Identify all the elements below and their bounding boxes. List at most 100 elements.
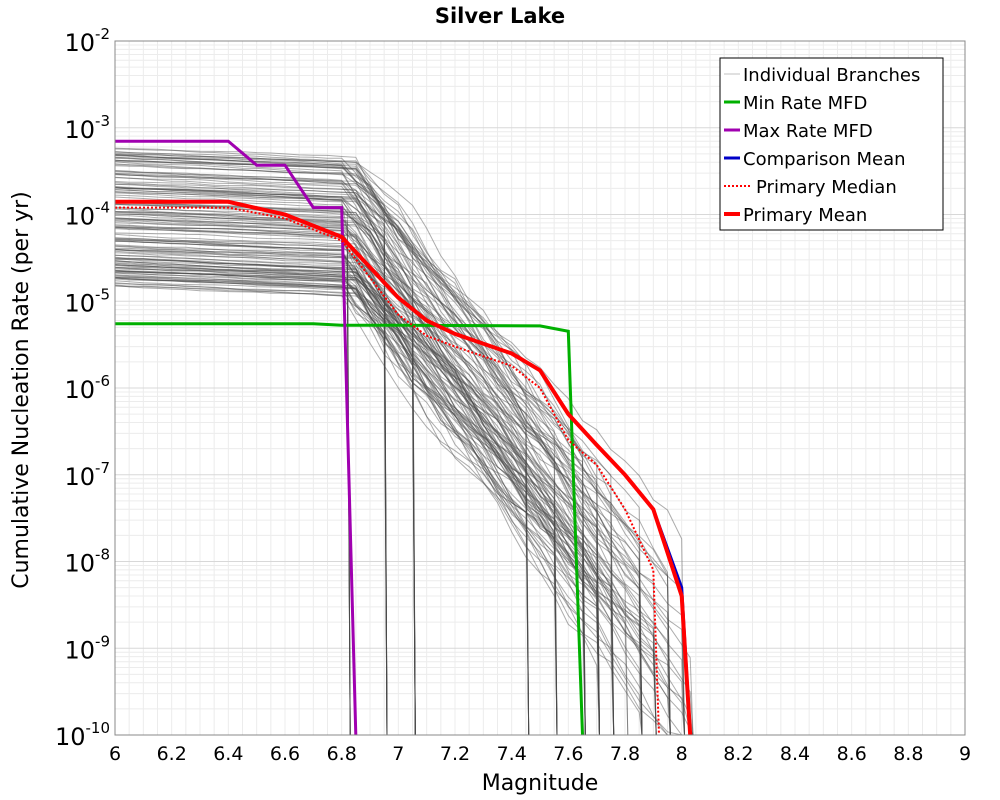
branch-line	[114, 262, 586, 736]
y-tick-label: 10-7	[64, 459, 110, 491]
x-tick-label: 6.4	[213, 743, 243, 765]
branch-line	[114, 239, 351, 736]
branch-line	[114, 260, 558, 736]
branch-line	[114, 211, 388, 736]
x-axis-label: Magnitude	[482, 771, 599, 796]
branch-line	[114, 194, 643, 736]
branch-line	[114, 233, 530, 736]
branch-line	[114, 170, 586, 736]
series-line-primary-mean	[115, 199, 693, 736]
legend-label: Primary Median	[756, 177, 897, 198]
branch-line	[114, 258, 685, 736]
branch-line	[114, 163, 558, 736]
branch-line	[114, 159, 388, 736]
x-tick-label: 8.2	[723, 743, 753, 765]
branch-line	[114, 153, 558, 736]
branch-line	[115, 270, 600, 736]
branch-line	[114, 270, 693, 736]
x-tick-label: 8	[676, 743, 688, 765]
branch-line	[114, 207, 600, 736]
y-tick-label: 10-8	[64, 546, 110, 578]
branch-line	[114, 159, 615, 736]
branch-line	[114, 277, 685, 736]
branch-line	[114, 186, 600, 736]
branch-line	[114, 151, 685, 736]
branch-line	[114, 276, 600, 736]
branch-line	[115, 255, 615, 736]
branch-line	[114, 183, 416, 736]
series-line-primary-median	[115, 206, 660, 736]
branch-line	[114, 252, 351, 736]
branch-line	[114, 173, 600, 736]
branch-line	[114, 156, 600, 736]
x-tick-label: 7.6	[553, 743, 583, 765]
branch-line	[114, 170, 671, 736]
branch-line	[114, 274, 643, 736]
x-tick-label: 6	[109, 743, 121, 765]
branch-line	[114, 182, 388, 736]
branch-line	[114, 226, 416, 736]
branch-line	[114, 206, 671, 736]
branch-line	[114, 154, 530, 736]
branch-line	[114, 264, 643, 736]
x-tick-label: 7.8	[610, 743, 640, 765]
branch-line	[114, 217, 530, 736]
branch-line	[114, 186, 615, 736]
y-tick-label: 10-6	[64, 372, 110, 404]
branch-line	[114, 191, 643, 736]
branch-line	[114, 258, 671, 736]
plot-frame	[114, 40, 966, 736]
x-tick-label: 8.6	[837, 743, 867, 765]
branch-line	[114, 266, 586, 736]
branch-line	[115, 211, 351, 736]
branch-line	[114, 272, 388, 736]
branch-line	[114, 285, 600, 736]
branch-line	[114, 238, 530, 736]
branch-line	[114, 283, 693, 736]
branch-line	[114, 248, 600, 736]
x-tick-label: 7.2	[440, 743, 470, 765]
branch-line	[114, 240, 685, 736]
branch-line	[114, 268, 600, 736]
branch-line	[114, 276, 388, 736]
branch-line	[114, 202, 643, 736]
legend-box	[719, 57, 944, 231]
branch-line	[114, 191, 388, 736]
branch-line	[114, 177, 600, 736]
branch-line	[114, 227, 600, 736]
branch-line	[114, 267, 586, 736]
series-line-min-rate-mfd	[115, 322, 584, 736]
y-axis-ticks: 10-10 10-9 10-8 10-7 10-6 10-5 10-4 10-3 10-2	[55, 25, 110, 751]
branch-line	[114, 249, 416, 736]
branch-line	[114, 187, 586, 736]
branch-line	[114, 217, 615, 736]
branch-line	[114, 285, 693, 736]
branch-line	[114, 150, 388, 736]
branch-line	[114, 272, 388, 736]
grid-lines	[114, 41, 966, 736]
legend-label: Min Rate MFD	[743, 93, 867, 114]
branch-line	[114, 176, 671, 736]
branch-line	[114, 154, 416, 736]
branch-line	[114, 155, 388, 736]
x-tick-label: 7.4	[497, 743, 527, 765]
branch-line	[114, 161, 530, 736]
branch-line	[114, 161, 586, 736]
branch-line	[114, 173, 643, 736]
branch-line	[114, 270, 694, 736]
branch-line	[114, 148, 643, 736]
x-tick-label: 6.8	[327, 743, 357, 765]
branch-line	[114, 278, 600, 736]
x-tick-label: 8.4	[780, 743, 810, 765]
branch-line	[114, 250, 694, 736]
branch-line	[114, 280, 615, 736]
branch-line	[114, 277, 586, 736]
y-tick-label: 10-10	[55, 719, 110, 751]
branch-line	[114, 192, 351, 736]
x-tick-label: 6.6	[270, 743, 300, 765]
x-tick-label: 9	[959, 743, 971, 765]
branch-line	[114, 237, 600, 736]
branch-line	[114, 187, 416, 736]
branch-line	[114, 282, 643, 736]
